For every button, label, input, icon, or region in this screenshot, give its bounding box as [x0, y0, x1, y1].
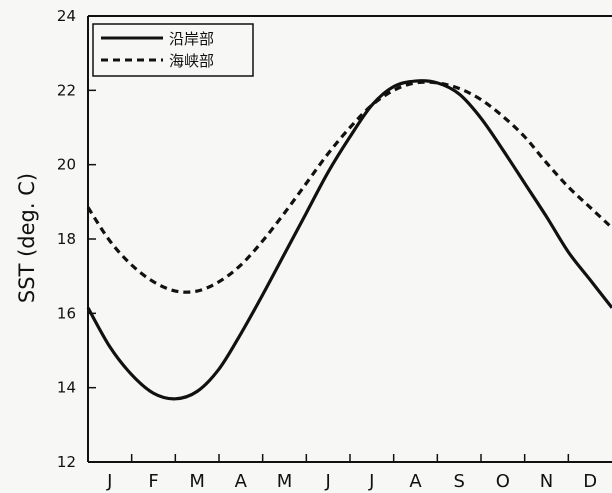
x-tick-label: M: [277, 471, 293, 492]
x-tick-label: N: [540, 471, 553, 492]
x-tick-label: J: [368, 471, 374, 492]
x-tick-label: J: [325, 471, 331, 492]
y-tick-label: 18: [57, 230, 76, 248]
plot-area: [87, 15, 612, 463]
series-line-strait: [86, 80, 612, 294]
y-tick-label: 22: [57, 81, 76, 99]
series-line-coastal: [86, 79, 612, 401]
x-tick-label: F: [148, 471, 158, 492]
y-tick-label: 12: [57, 453, 76, 471]
x-tick-label: D: [583, 471, 597, 492]
y-tick-label: 20: [57, 156, 76, 174]
x-tick-label: O: [496, 471, 510, 492]
y-tick-label: 14: [57, 379, 76, 397]
x-tick-label: J: [106, 471, 112, 492]
x-tick-label: M: [189, 471, 205, 492]
series-lines: [86, 79, 612, 401]
y-tick-label: 24: [57, 7, 76, 25]
y-axis: 12 14 16 18 20 22 24: [57, 7, 96, 471]
x-tick-label: A: [409, 471, 422, 492]
x-tick-label: S: [453, 471, 464, 492]
legend-label: 沿岸部: [169, 30, 214, 48]
legend-label: 海峡部: [169, 52, 214, 70]
y-tick-label: 16: [57, 304, 76, 322]
x-tick-label: A: [235, 471, 248, 492]
legend-box: [92, 23, 254, 77]
y-axis-label: SST (deg. C): [15, 173, 39, 303]
